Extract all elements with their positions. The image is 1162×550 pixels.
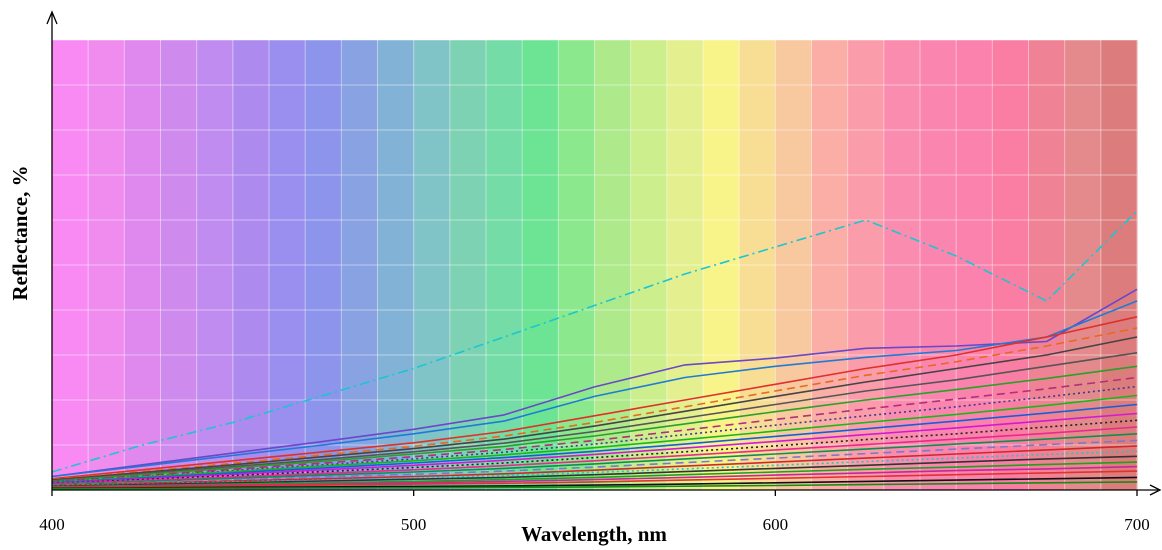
y-axis-arrow: [46, 10, 58, 25]
spectrum-band: [449, 40, 487, 490]
spectrum-band: [883, 40, 921, 490]
axes: [46, 10, 1162, 496]
spectrum-band: [413, 40, 451, 490]
series-line-11: [51, 394, 1138, 484]
series-line-21: [51, 461, 1138, 488]
x-tick-label: 400: [39, 515, 65, 534]
spectrum-band: [558, 40, 596, 490]
spectrum-band: [377, 40, 415, 490]
series-layer: [51, 210, 1138, 490]
series-line-1: [51, 210, 1138, 473]
series-line-3: [51, 300, 1138, 478]
series-line-20: [51, 455, 1138, 488]
x-tick-label: 700: [1124, 515, 1150, 534]
spectrum-band: [269, 40, 306, 490]
spectrum-band: [775, 40, 813, 490]
series-line-23: [51, 470, 1138, 489]
spectrum-band: [341, 40, 379, 490]
series-line-13: [51, 412, 1138, 485]
spectrum-band: [232, 40, 270, 490]
spectrum-band: [666, 40, 704, 490]
x-axis-arrow: [1149, 484, 1162, 496]
spectrum-band: [88, 40, 125, 490]
series-line-4: [51, 316, 1138, 480]
spectrum-band: [196, 40, 234, 490]
series-line-14: [51, 419, 1138, 485]
series-line-7: [51, 352, 1138, 482]
series-line-8: [51, 365, 1138, 482]
series-line-15: [51, 426, 1138, 485]
series-line-2: [51, 288, 1138, 478]
y-axis-label: Reflectance, %: [8, 165, 32, 300]
series-line-10: [51, 385, 1138, 483]
spectrum-band: [305, 40, 342, 490]
series-line-19: [51, 450, 1138, 487]
spectrum-band: [124, 40, 162, 490]
series-line-18: [51, 445, 1138, 487]
x-tick-labels: 400 500 600 700: [39, 490, 1150, 534]
series-line-6: [51, 336, 1138, 481]
series-line-16: [51, 433, 1138, 486]
series-line-5: [51, 327, 1138, 481]
series-line-17: [51, 439, 1138, 486]
x-axis-label: Wavelength, nm: [521, 522, 667, 546]
spectrum-band: [52, 40, 89, 490]
series-line-25: [51, 481, 1138, 490]
x-tick-label: 600: [763, 515, 789, 534]
spectrum-band: [1028, 40, 1066, 490]
x-tick-label: 500: [401, 515, 427, 534]
series-line-24: [51, 476, 1138, 490]
spectrum-band: [160, 40, 198, 490]
spectrum-band: [956, 40, 993, 490]
series-line-12: [51, 403, 1138, 484]
